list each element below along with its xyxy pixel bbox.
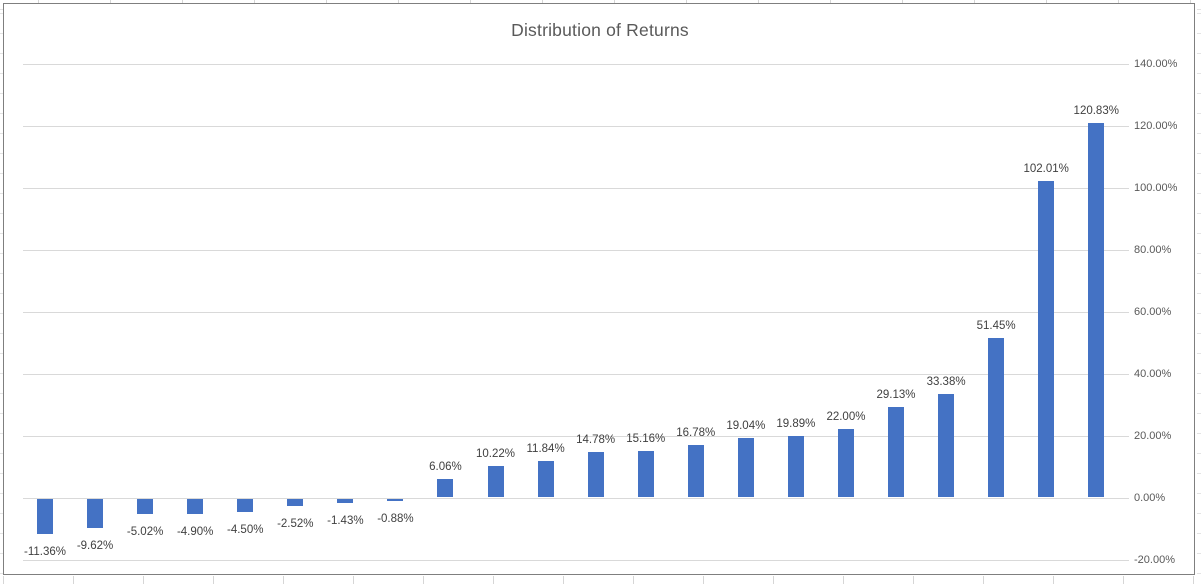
bar[interactable] [637, 450, 654, 498]
bar-data-label: 51.45% [976, 320, 1016, 332]
bar[interactable] [387, 498, 404, 502]
bar[interactable] [687, 445, 704, 498]
bar-data-label: -4.90% [176, 525, 214, 538]
bar[interactable] [787, 435, 804, 498]
bar-data-label: 33.38% [926, 376, 966, 389]
bar-data-label: 16.78% [676, 427, 716, 440]
gridline [23, 559, 1129, 561]
bar-data-label: -2.52% [277, 518, 314, 531]
bar-data-label: -4.50% [227, 524, 264, 537]
bar[interactable] [737, 438, 754, 498]
gridline [23, 311, 1129, 313]
bar-data-label: -0.88% [377, 513, 414, 526]
bar-data-label: 120.83% [1073, 104, 1119, 117]
bar[interactable] [437, 478, 454, 498]
bar[interactable] [1088, 122, 1105, 498]
bar[interactable] [187, 498, 204, 514]
gridline [23, 187, 1129, 189]
value-axis-tick-label: 140.00% [1134, 57, 1178, 70]
bar-data-label: 22.00% [826, 411, 866, 424]
bar[interactable] [487, 465, 504, 498]
value-axis-tick-label: 80.00% [1134, 243, 1172, 256]
bar-data-label: -5.02% [126, 526, 164, 539]
bar[interactable] [287, 498, 304, 507]
value-axis-tick-label: 60.00% [1134, 305, 1172, 318]
gridline [23, 373, 1129, 375]
bar-data-label: 29.13% [876, 389, 916, 402]
value-axis-tick-label: 100.00% [1134, 181, 1178, 194]
bar[interactable] [237, 498, 254, 513]
bar[interactable] [938, 394, 955, 498]
bar[interactable] [837, 429, 854, 498]
gridline [23, 497, 1129, 499]
bar[interactable] [87, 498, 104, 529]
bar[interactable] [1038, 181, 1055, 498]
value-axis-tick-label: 0.00% [1134, 491, 1166, 504]
gridline [23, 435, 1129, 437]
sheet-gridlines-bottom [0, 576, 1201, 584]
value-axis-tick-label: 20.00% [1134, 429, 1172, 442]
bar-data-label: 10.22% [476, 447, 516, 460]
bar-data-label: -11.36% [24, 545, 66, 558]
bar-data-label: 14.78% [576, 433, 616, 446]
bar-data-label: -1.43% [327, 514, 364, 527]
bar-data-label: 15.16% [626, 432, 666, 445]
bar-data-label: -9.62% [76, 540, 114, 553]
bar-data-label: 102.01% [1023, 163, 1069, 176]
gridline [23, 125, 1129, 127]
value-axis-tick-label: 120.00% [1134, 119, 1178, 132]
bar-data-label: 19.04% [726, 420, 766, 433]
bar[interactable] [537, 460, 554, 498]
bar-data-label: 6.06% [429, 460, 462, 473]
bar-data-label: 19.89% [776, 417, 816, 430]
bar[interactable] [37, 498, 53, 534]
chart-area[interactable]: 140.00% 120.00% 100.00% 80.00% 60.00% 40.00% 2… [3, 3, 1195, 575]
value-axis-tick-label: 40.00% [1134, 367, 1172, 380]
gridline [23, 249, 1129, 251]
bar[interactable] [988, 338, 1005, 498]
sheet-gridlines-left [0, 0, 3, 584]
sheet-gridlines-right [1197, 0, 1201, 584]
bar[interactable] [888, 407, 905, 498]
sheet-gridlines-top [0, 0, 1201, 3]
bar[interactable] [587, 451, 604, 498]
gridline [23, 63, 1129, 65]
bar[interactable] [137, 498, 154, 515]
chart-title[interactable]: Distribution of Returns [511, 20, 689, 40]
plot-area: 140.00% 120.00% 100.00% 80.00% 60.00% 40.00% 2… [4, 4, 1196, 576]
bar-data-label: 11.84% [526, 442, 565, 455]
value-axis-tick-label: -20.00% [1134, 553, 1175, 566]
bar[interactable] [337, 498, 354, 503]
